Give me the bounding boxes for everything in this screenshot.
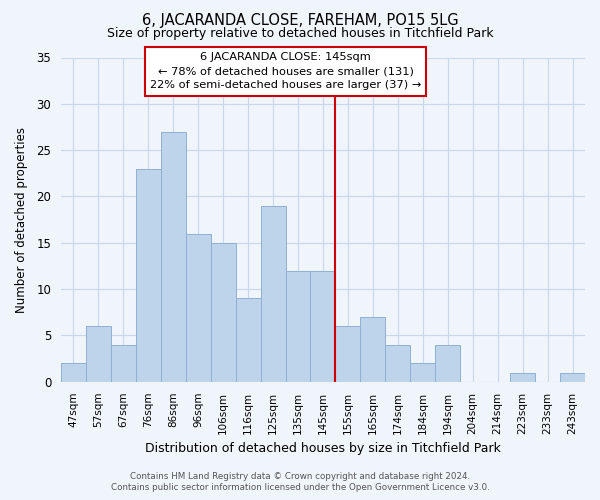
- Text: 6, JACARANDA CLOSE, FAREHAM, PO15 5LG: 6, JACARANDA CLOSE, FAREHAM, PO15 5LG: [142, 12, 458, 28]
- Bar: [161, 132, 186, 382]
- Bar: [510, 372, 535, 382]
- Bar: [61, 364, 86, 382]
- Bar: [286, 270, 310, 382]
- Bar: [86, 326, 111, 382]
- Bar: [560, 372, 585, 382]
- Bar: [236, 298, 260, 382]
- Bar: [361, 317, 385, 382]
- X-axis label: Distribution of detached houses by size in Titchfield Park: Distribution of detached houses by size …: [145, 442, 501, 455]
- Bar: [211, 243, 236, 382]
- Bar: [410, 364, 435, 382]
- Bar: [136, 168, 161, 382]
- Text: Contains HM Land Registry data © Crown copyright and database right 2024.
Contai: Contains HM Land Registry data © Crown c…: [110, 472, 490, 492]
- Bar: [435, 345, 460, 382]
- Bar: [310, 270, 335, 382]
- Text: Size of property relative to detached houses in Titchfield Park: Size of property relative to detached ho…: [107, 28, 493, 40]
- Text: 6 JACARANDA CLOSE: 145sqm
← 78% of detached houses are smaller (131)
22% of semi: 6 JACARANDA CLOSE: 145sqm ← 78% of detac…: [150, 52, 421, 90]
- Bar: [260, 206, 286, 382]
- Bar: [385, 345, 410, 382]
- Y-axis label: Number of detached properties: Number of detached properties: [15, 126, 28, 312]
- Bar: [111, 345, 136, 382]
- Bar: [335, 326, 361, 382]
- Bar: [186, 234, 211, 382]
